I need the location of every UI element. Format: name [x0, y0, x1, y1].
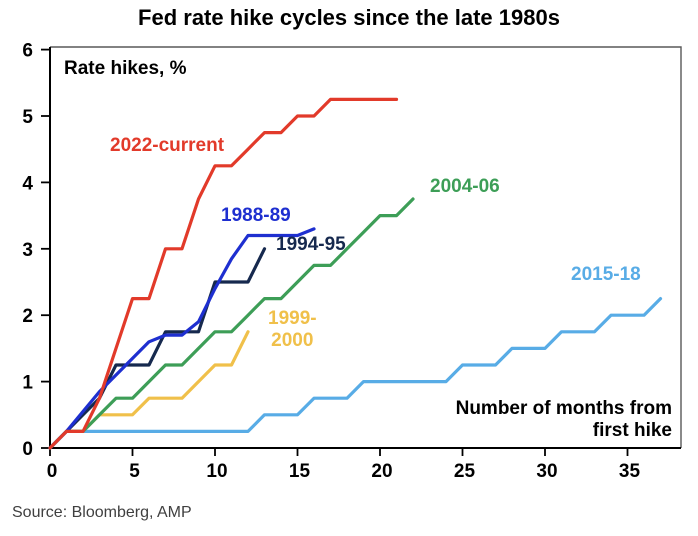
- y-axis-inner-label: Rate hikes, %: [64, 58, 187, 79]
- y-tick-label: 5: [22, 107, 33, 128]
- series-line-1988-89: [48, 227, 316, 450]
- y-tick-label: 1: [22, 373, 33, 394]
- series-line-2004-06: [48, 197, 415, 450]
- x-axis-label-line2: first hike: [592, 420, 672, 441]
- y-tick-label: 3: [22, 240, 33, 261]
- x-tick-label: 30: [536, 461, 557, 482]
- series-label-1988-89: 1988-89: [221, 205, 291, 226]
- y-tick-label: 6: [22, 41, 33, 62]
- chart-title: Fed rate hike cycles since the late 1980…: [138, 5, 560, 30]
- x-tick-label: 15: [289, 461, 311, 482]
- source-note: Source: Bloomberg, AMP: [12, 504, 192, 521]
- x-axis-label: Number of months from first hike: [456, 398, 672, 442]
- series-label-1999-2000-line1: 1999-: [268, 308, 317, 329]
- plot-frame: [50, 46, 682, 448]
- x-tick-label: 20: [371, 461, 392, 482]
- y-tick-label: 4: [22, 173, 33, 194]
- y-tick-label: 0: [22, 439, 33, 460]
- x-tick-label: 0: [47, 461, 58, 482]
- series-line-1994-95: [48, 247, 267, 450]
- series-label-1999-2000: 1999- 2000: [268, 308, 317, 352]
- series-label-2022-current: 2022-current: [110, 135, 225, 156]
- series-label-2015-18: 2015-18: [571, 264, 641, 285]
- x-tick-label: 25: [454, 461, 476, 482]
- series-label-1994-95: 1994-95: [276, 234, 346, 255]
- series-line-2015-18: [48, 297, 663, 450]
- y-tick-label: 2: [22, 306, 33, 327]
- x-tick-label: 10: [206, 461, 227, 482]
- x-tick-label: 35: [619, 461, 641, 482]
- series-label-1999-2000-line2: 2000: [271, 330, 314, 351]
- x-axis-label-line1: Number of months from: [455, 398, 672, 419]
- series-line-2022-current: [48, 97, 399, 450]
- x-tick-label: 5: [129, 461, 140, 482]
- series-label-2004-06: 2004-06: [430, 176, 500, 197]
